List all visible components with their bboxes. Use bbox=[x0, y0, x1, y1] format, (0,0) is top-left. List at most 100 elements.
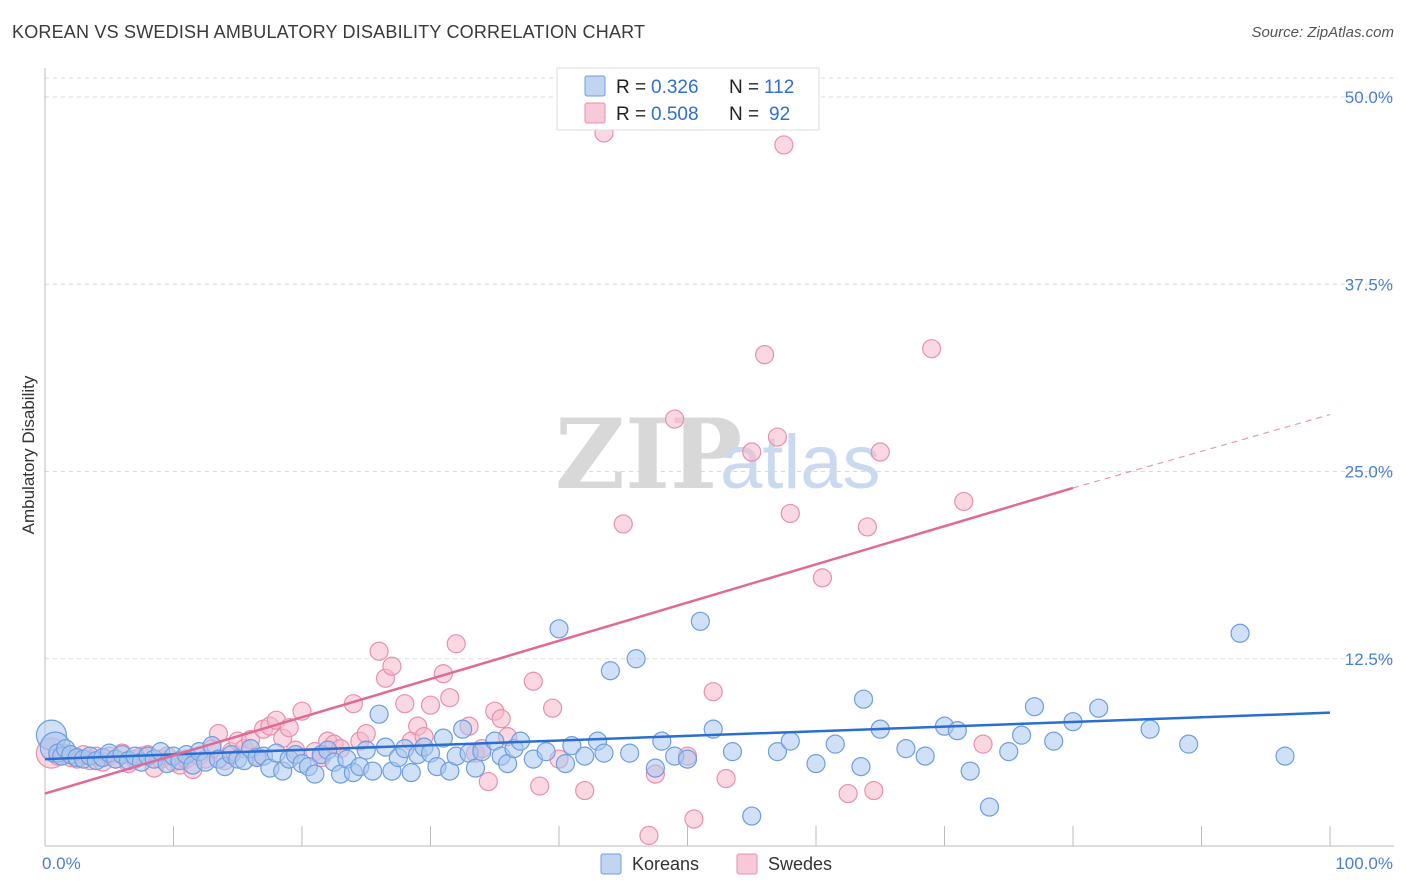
swedes-point bbox=[767, 427, 788, 447]
koreans-point bbox=[645, 758, 665, 778]
swedes-r-label: R = bbox=[616, 104, 646, 125]
swedes-point bbox=[742, 442, 762, 462]
axes bbox=[44, 68, 1394, 847]
koreans-point bbox=[549, 619, 569, 639]
koreans-point bbox=[767, 742, 788, 762]
koreans-point bbox=[806, 754, 826, 774]
koreans-point bbox=[742, 806, 762, 826]
koreans-point bbox=[1230, 623, 1250, 643]
swedes-n-value: 92 bbox=[769, 104, 790, 125]
y-tick-labels: 12.5% 25.0% 37.5% 50.0% bbox=[1345, 88, 1393, 669]
swedes-point bbox=[530, 776, 550, 796]
koreans-point bbox=[369, 704, 389, 724]
koreans-point bbox=[626, 649, 646, 669]
koreans-r-value: 0.326 bbox=[651, 77, 699, 98]
swedes-point bbox=[973, 734, 993, 754]
swedes-bottom-swatch bbox=[736, 853, 758, 875]
koreans-point bbox=[960, 761, 980, 781]
chart-title: KOREAN VS SWEDISH AMBULATORY DISABILITY … bbox=[12, 22, 646, 42]
koreans-point bbox=[1275, 746, 1295, 766]
swedes-trend-line bbox=[44, 486, 1074, 795]
koreans-point bbox=[536, 742, 556, 762]
swedes-point bbox=[420, 695, 441, 715]
swedes-legend-swatch bbox=[584, 102, 606, 124]
koreans-point bbox=[1140, 719, 1160, 739]
swedes-point bbox=[716, 768, 736, 789]
swedes-point bbox=[870, 442, 890, 462]
koreans-point bbox=[453, 719, 473, 739]
swedes-point bbox=[754, 345, 775, 365]
stats-legend: R = 0.326 N = 112 R = 0.508 N = 92 bbox=[556, 67, 820, 131]
swedes-point bbox=[954, 491, 974, 512]
swedes-point bbox=[491, 709, 511, 729]
swedes-trend-extension bbox=[1072, 413, 1331, 489]
koreans-point bbox=[1024, 697, 1045, 717]
swedes-r-value: 0.508 bbox=[651, 104, 699, 125]
x-tick-label-start: 0.0% bbox=[42, 854, 81, 873]
koreans-bottom-swatch bbox=[600, 853, 622, 875]
koreans-point bbox=[465, 758, 486, 778]
koreans-point bbox=[1089, 698, 1109, 718]
koreans-legend-label: Koreans bbox=[632, 854, 699, 874]
swedes-point bbox=[542, 698, 563, 718]
koreans-point bbox=[1044, 731, 1064, 751]
swedes-point bbox=[523, 671, 543, 691]
swedes-point bbox=[864, 780, 884, 801]
swedes-n-label: N = bbox=[729, 104, 759, 125]
koreans-point bbox=[851, 757, 871, 777]
series-legend: Koreans Swedes bbox=[600, 853, 832, 875]
koreans-point bbox=[690, 611, 710, 631]
koreans-n-value: 112 bbox=[764, 77, 794, 98]
watermark-atlas-text: atlas bbox=[720, 420, 881, 505]
koreans-point bbox=[555, 754, 576, 774]
swedes-point bbox=[446, 634, 466, 654]
koreans-point bbox=[722, 742, 743, 762]
swedes-point bbox=[857, 517, 878, 537]
swedes-point bbox=[356, 724, 376, 744]
swedes-point bbox=[369, 641, 389, 661]
koreans-point bbox=[620, 743, 640, 763]
koreans-point bbox=[677, 749, 698, 769]
koreans-point bbox=[947, 721, 967, 741]
swedes-point bbox=[703, 682, 723, 702]
swedes-point bbox=[395, 694, 415, 714]
koreans-point bbox=[575, 746, 595, 766]
swedes-point bbox=[665, 409, 685, 429]
x-tick-label-end: 100.0% bbox=[1335, 854, 1393, 873]
koreans-point bbox=[305, 764, 325, 784]
koreans-point bbox=[915, 746, 935, 766]
koreans-point bbox=[780, 731, 800, 751]
swedes-point bbox=[812, 568, 833, 588]
y-tick-label-1: 25.0% bbox=[1345, 463, 1393, 482]
koreans-point bbox=[652, 731, 672, 751]
swedes-point bbox=[575, 780, 595, 801]
swedes-point bbox=[478, 771, 498, 792]
swedes-point bbox=[838, 783, 858, 804]
koreans-point bbox=[600, 661, 621, 681]
koreans-point bbox=[401, 762, 421, 783]
y-axis-title: Ambulatory Disability bbox=[19, 375, 38, 534]
koreans-r-label: R = bbox=[616, 77, 646, 98]
swedes-point bbox=[613, 514, 633, 534]
x-tick-labels: 0.0% 100.0% bbox=[42, 854, 1393, 873]
swedes-point bbox=[774, 135, 794, 155]
koreans-point bbox=[356, 740, 376, 760]
koreans-point bbox=[896, 739, 916, 759]
koreans-point bbox=[1011, 725, 1032, 745]
source-credit: Source: ZipAtlas.com bbox=[1251, 24, 1394, 41]
y-tick-label-2: 37.5% bbox=[1345, 275, 1393, 294]
koreans-point bbox=[594, 743, 614, 763]
koreans-n-label: N = bbox=[729, 77, 759, 98]
koreans-trend-line bbox=[44, 711, 1331, 761]
koreans-point bbox=[853, 689, 874, 709]
koreans-legend-swatch bbox=[584, 75, 606, 97]
swedes-point bbox=[684, 809, 704, 829]
watermark: ZIP atlas bbox=[555, 398, 881, 511]
y-tick-label-3: 50.0% bbox=[1345, 88, 1393, 107]
koreans-point bbox=[363, 761, 383, 781]
koreans-point bbox=[1179, 734, 1199, 754]
swedes-point bbox=[780, 503, 800, 524]
swedes-legend-label: Swedes bbox=[768, 854, 832, 874]
koreans-point bbox=[979, 797, 1000, 817]
koreans-point bbox=[433, 728, 453, 748]
